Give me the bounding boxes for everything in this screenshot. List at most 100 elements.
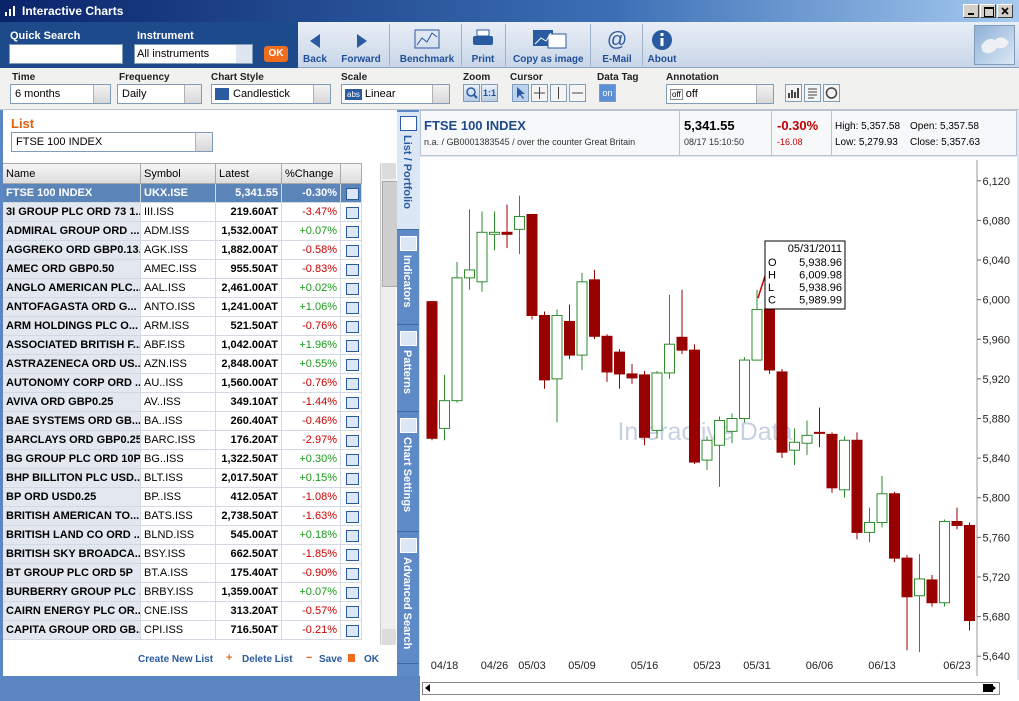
row-latest: 545.00AT	[216, 526, 282, 545]
indicators-tab[interactable]: Indicators	[397, 232, 419, 325]
back-button[interactable]: Back	[303, 54, 327, 65]
row-chart-button[interactable]	[341, 450, 362, 469]
maximize-button[interactable]	[980, 4, 996, 18]
chart-style-select[interactable]: Candlestick	[211, 84, 331, 104]
forward-button[interactable]: Forward	[341, 54, 381, 65]
row-name[interactable]: ASTRAZENECA ORD US...	[3, 355, 141, 374]
candle-body	[676, 336, 688, 351]
zoom-button[interactable]	[463, 84, 480, 102]
row-name[interactable]: BRITISH AMERICAN TO...	[3, 507, 141, 526]
name-header[interactable]: Name	[3, 163, 141, 184]
volume-button[interactable]	[785, 84, 802, 102]
row-name[interactable]: AUTONOMY CORP ORD ...	[3, 374, 141, 393]
row-chart-button[interactable]	[341, 374, 362, 393]
row-chart-button[interactable]	[341, 260, 362, 279]
list-scrollbar[interactable]	[380, 163, 398, 645]
row-chart-button[interactable]	[341, 222, 362, 241]
frequency-select[interactable]: Daily	[117, 84, 202, 104]
cursor-vertical-button[interactable]	[550, 84, 567, 102]
advanced-search-tab[interactable]: Advanced Search	[397, 534, 419, 664]
row-chart-button[interactable]	[341, 469, 362, 488]
instrument-select[interactable]: All instruments	[134, 44, 253, 64]
minimize-button[interactable]	[963, 4, 979, 18]
time-select[interactable]: 6 months	[10, 84, 111, 104]
row-chart-button[interactable]	[341, 583, 362, 602]
row-chart-button[interactable]	[341, 545, 362, 564]
ok-link[interactable]: OK	[364, 654, 379, 665]
row-chart-button[interactable]	[341, 621, 362, 640]
create-list-link[interactable]: Create New List	[138, 654, 214, 665]
row-change: -1.44%	[282, 393, 341, 412]
row-name[interactable]: ARM HOLDINGS PLC O...	[3, 317, 141, 336]
cursor-horizontal-button[interactable]	[569, 84, 586, 102]
quick-search-input[interactable]	[9, 44, 123, 64]
benchmark-button[interactable]: Benchmark	[399, 54, 455, 65]
row-chart-button[interactable]	[341, 602, 362, 621]
candle-body	[764, 309, 775, 371]
list-select[interactable]: FTSE 100 INDEX	[11, 132, 213, 152]
row-latest: 1,882.00AT	[216, 241, 282, 260]
row-name[interactable]: BHP BILLITON PLC USD...	[3, 469, 141, 488]
row-chart-button[interactable]	[341, 336, 362, 355]
delete-list-link[interactable]: Delete List	[242, 654, 293, 665]
row-chart-button[interactable]	[341, 184, 362, 203]
row-name[interactable]: BURBERRY GROUP PLC ...	[3, 583, 141, 602]
close-button[interactable]	[997, 4, 1013, 18]
row-name[interactable]: AMEC ORD GBP0.50	[3, 260, 141, 279]
ok-button[interactable]: OK	[264, 46, 288, 62]
row-chart-button[interactable]	[341, 431, 362, 450]
symbol-header[interactable]: Symbol	[141, 163, 216, 184]
patterns-tab[interactable]: Patterns	[397, 327, 419, 412]
chart-scrollbar[interactable]	[420, 680, 1019, 701]
row-name[interactable]: AGGREKO ORD GBP0.13...	[3, 241, 141, 260]
email-button[interactable]: E-Mail	[602, 54, 632, 65]
row-name[interactable]: CAIRN ENERGY PLC OR...	[3, 602, 141, 621]
row-chart-button[interactable]	[341, 564, 362, 583]
row-chart-button[interactable]	[341, 355, 362, 374]
data-tag-toggle[interactable]: on	[599, 84, 616, 102]
row-name[interactable]: ADMIRAL GROUP ORD ...	[3, 222, 141, 241]
row-chart-button[interactable]	[341, 298, 362, 317]
row-chart-button[interactable]	[341, 279, 362, 298]
row-name[interactable]: ASSOCIATED BRITISH F...	[3, 336, 141, 355]
row-name[interactable]: ANGLO AMERICAN PLC...	[3, 279, 141, 298]
cursor-cross-button[interactable]	[531, 84, 548, 102]
news-button[interactable]	[804, 84, 821, 102]
row-latest: 1,241.00AT	[216, 298, 282, 317]
row-name[interactable]: CAPITA GROUP ORD GB...	[3, 621, 141, 640]
row-name[interactable]: BT GROUP PLC ORD 5P	[3, 564, 141, 583]
cursor-pointer-button[interactable]	[512, 84, 529, 102]
chart-settings-tab[interactable]: Chart Settings	[397, 414, 419, 532]
row-name[interactable]: BRITISH LAND CO ORD ...	[3, 526, 141, 545]
scale-select[interactable]: abs Linear	[341, 84, 450, 104]
row-chart-button[interactable]	[341, 526, 362, 545]
row-name[interactable]: BP ORD USD0.25	[3, 488, 141, 507]
tooltip-key: C	[768, 295, 776, 307]
print-button[interactable]: Print	[471, 54, 495, 65]
change-header[interactable]: %Change	[282, 163, 341, 184]
list-portfolio-tab[interactable]: List / Portfolio	[397, 112, 419, 230]
row-name[interactable]: BAE SYSTEMS ORD GB...	[3, 412, 141, 431]
row-chart-button[interactable]	[341, 317, 362, 336]
row-chart-button[interactable]	[341, 412, 362, 431]
row-chart-button[interactable]	[341, 393, 362, 412]
row-name[interactable]: FTSE 100 INDEX	[3, 184, 141, 203]
row-name[interactable]: AVIVA ORD GBP0.25	[3, 393, 141, 412]
about-button[interactable]: About	[647, 54, 677, 65]
row-name[interactable]: 3I GROUP PLC ORD 73 1...	[3, 203, 141, 222]
row-chart-button[interactable]	[341, 241, 362, 260]
row-chart-button[interactable]	[341, 203, 362, 222]
row-chart-button[interactable]	[341, 507, 362, 526]
copy-image-button[interactable]: Copy as image	[513, 54, 584, 65]
annotation-select[interactable]: off off	[666, 84, 774, 104]
row-name[interactable]: BG GROUP PLC ORD 10P	[3, 450, 141, 469]
save-link[interactable]: Save	[319, 654, 343, 665]
row-name[interactable]: ANTOFAGASTA ORD G...	[3, 298, 141, 317]
settings-button[interactable]	[823, 84, 840, 102]
row-name[interactable]: BRITISH SKY BROADCA...	[3, 545, 141, 564]
row-chart-button[interactable]	[341, 488, 362, 507]
candle-body	[814, 431, 825, 434]
row-name[interactable]: BARCLAYS ORD GBP0.25	[3, 431, 141, 450]
latest-header[interactable]: Latest	[216, 163, 282, 184]
zoom-reset-button[interactable]: 1:1	[481, 84, 498, 102]
